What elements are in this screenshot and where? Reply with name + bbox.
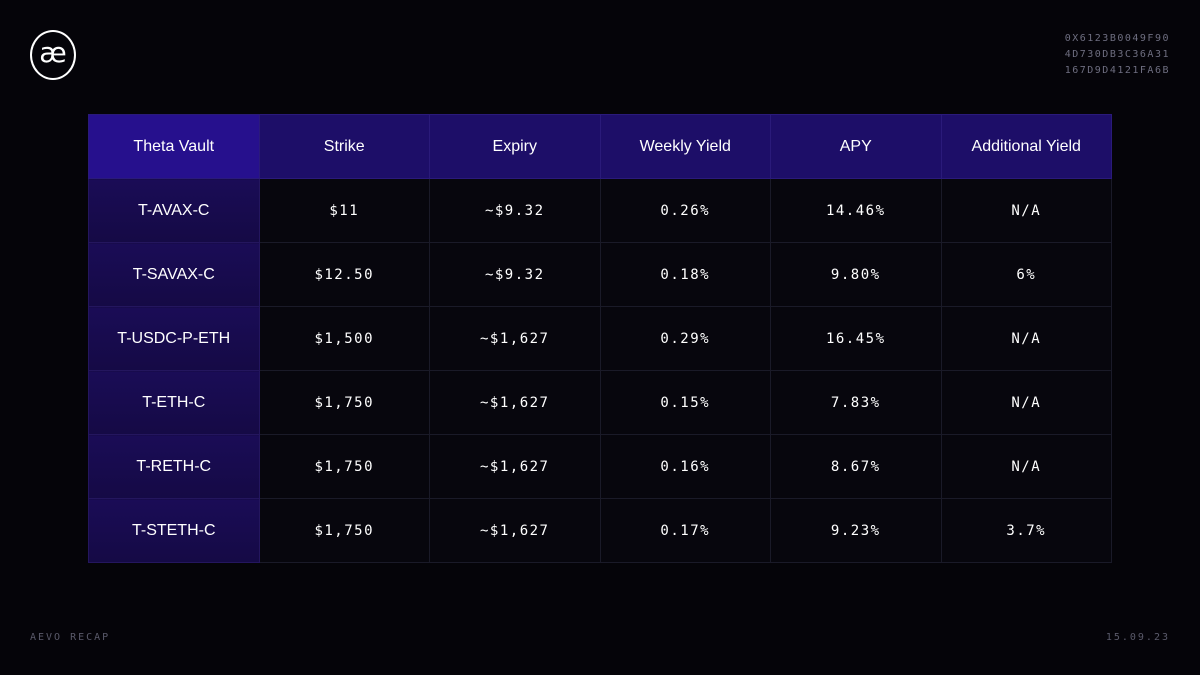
strike-cell: $1,750 [258, 498, 430, 563]
column-header-apy: APY [770, 114, 942, 179]
hash-line: 167D9D4121FA6B [1064, 65, 1170, 76]
expiry-cell: ~$1,627 [429, 370, 601, 435]
column-header-additional-yield: Additional Yield [940, 114, 1112, 179]
additional-yield-cell: N/A [940, 306, 1112, 371]
weekly-yield-cell: 0.26% [599, 178, 771, 243]
strike-cell: $12.50 [258, 242, 430, 307]
expiry-cell: ~$1,627 [429, 434, 601, 499]
column-header-theta-vault: Theta Vault [88, 114, 260, 179]
vault-name-cell: T-SAVAX-C [88, 242, 260, 307]
vault-name-cell: T-RETH-C [88, 434, 260, 499]
apy-cell: 9.23% [770, 498, 942, 563]
table-header-row: Theta Vault Strike Expiry Weekly Yield A… [88, 114, 1112, 179]
column-header-weekly-yield: Weekly Yield [599, 114, 771, 179]
strike-cell: $1,750 [258, 434, 430, 499]
expiry-cell: ~$1,627 [429, 498, 601, 563]
strike-cell: $11 [258, 178, 430, 243]
weekly-yield-cell: 0.17% [599, 498, 771, 563]
table-row: T-SAVAX-C $12.50 ~$9.32 0.18% 9.80% 6% [88, 242, 1112, 307]
apy-cell: 7.83% [770, 370, 942, 435]
vault-name-cell: T-STETH-C [88, 498, 260, 563]
additional-yield-cell: N/A [940, 370, 1112, 435]
table-row: T-ETH-C $1,750 ~$1,627 0.15% 7.83% N/A [88, 370, 1112, 435]
hash-block: 0X6123B0049F90 4D730DB3C36A31 167D9D4121… [1065, 31, 1170, 79]
footer-title: AEVO RECAP [30, 632, 111, 643]
expiry-cell: ~$9.32 [429, 178, 601, 243]
vault-name-cell: T-ETH-C [88, 370, 260, 435]
weekly-yield-cell: 0.29% [599, 306, 771, 371]
additional-yield-cell: N/A [940, 178, 1112, 243]
vault-name-cell: T-USDC-P-ETH [88, 306, 260, 371]
expiry-cell: ~$1,627 [429, 306, 601, 371]
apy-cell: 14.46% [770, 178, 942, 243]
aevo-logo: æ [30, 30, 76, 80]
apy-cell: 16.45% [770, 306, 942, 371]
theta-vault-table: Theta Vault Strike Expiry Weekly Yield A… [88, 114, 1112, 563]
vault-name-cell: T-AVAX-C [88, 178, 260, 243]
additional-yield-cell: 3.7% [940, 498, 1112, 563]
apy-cell: 9.80% [770, 242, 942, 307]
hash-line: 0X6123B0049F90 [1064, 33, 1170, 44]
weekly-yield-cell: 0.18% [599, 242, 771, 307]
hash-line: 4D730DB3C36A31 [1064, 49, 1170, 60]
expiry-cell: ~$9.32 [429, 242, 601, 307]
column-header-expiry: Expiry [429, 114, 601, 179]
table-row: T-STETH-C $1,750 ~$1,627 0.17% 9.23% 3.7… [88, 498, 1112, 563]
strike-cell: $1,500 [258, 306, 430, 371]
additional-yield-cell: 6% [940, 242, 1112, 307]
apy-cell: 8.67% [770, 434, 942, 499]
strike-cell: $1,750 [258, 370, 430, 435]
additional-yield-cell: N/A [940, 434, 1112, 499]
table-row: T-AVAX-C $11 ~$9.32 0.26% 14.46% N/A [88, 178, 1112, 243]
weekly-yield-cell: 0.16% [599, 434, 771, 499]
table-row: T-USDC-P-ETH $1,500 ~$1,627 0.29% 16.45%… [88, 306, 1112, 371]
footer-date: 15.09.23 [1105, 632, 1170, 643]
column-header-strike: Strike [258, 114, 430, 179]
table-row: T-RETH-C $1,750 ~$1,627 0.16% 8.67% N/A [88, 434, 1112, 499]
weekly-yield-cell: 0.15% [599, 370, 771, 435]
